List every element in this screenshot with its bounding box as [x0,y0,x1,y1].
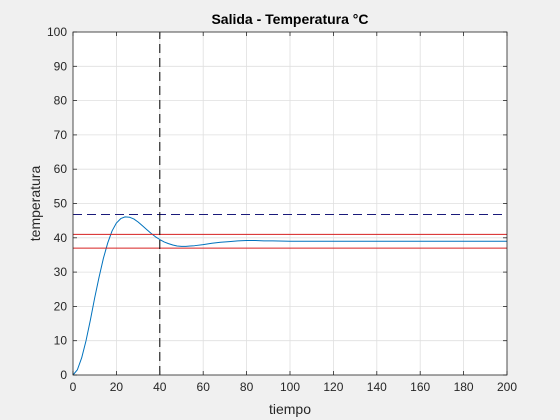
x-tick-label-5: 100 [280,380,300,394]
series-line-0 [72,216,507,376]
x-tick-label-0: 0 [70,380,77,394]
x-tick-label-6: 120 [323,380,343,394]
y-tick-label-8: 80 [54,94,68,108]
y-tick-label-2: 20 [54,299,68,313]
x-tick-label-3: 60 [197,380,211,394]
x-tick-label-8: 160 [410,380,430,394]
x-tick-label-7: 140 [367,380,387,394]
y-tick-label-10: 100 [47,25,67,39]
x-tick-label-1: 20 [110,380,124,394]
y-tick-label-4: 40 [54,231,68,245]
series-layer [72,32,507,376]
y-tick-label-6: 60 [54,162,68,176]
chart-title: Salida - Temperatura °C [211,11,368,27]
x-tick-label-2: 40 [153,380,167,394]
y-tick-label-1: 10 [54,334,68,348]
y-tick-label-7: 70 [54,128,68,142]
y-tick-label-5: 50 [54,197,68,211]
y-tick-label-3: 30 [54,265,68,279]
y-tick-label-0: 0 [60,368,67,382]
x-tick-label-9: 180 [454,380,474,394]
x-tick-label-10: 200 [497,380,517,394]
x-axis-label: tiempo [269,401,311,417]
x-tick-label-4: 80 [240,380,254,394]
y-tick-label-9: 90 [54,59,68,73]
y-axis-label: temperatura [27,166,43,242]
ticks: 0 20 40 60 80 100 120 140 160 180 200 0 10 20 30 40 50 60… [47,25,517,394]
